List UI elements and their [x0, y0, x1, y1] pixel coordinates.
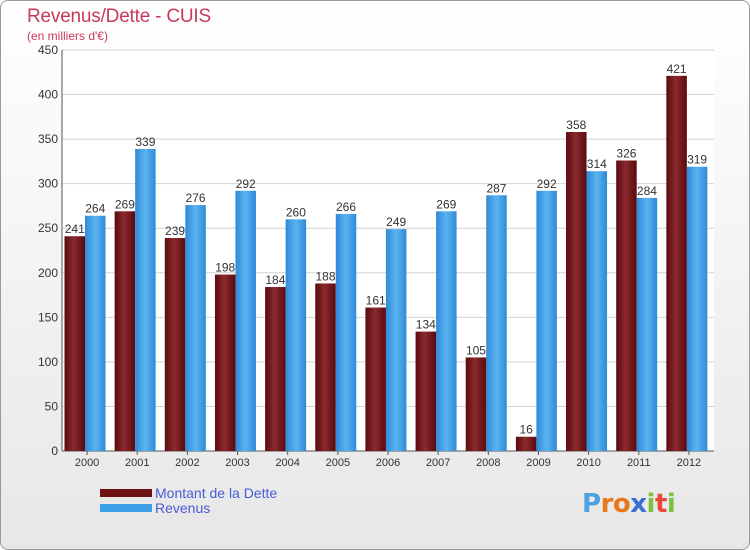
x-tick-label: 2000	[75, 457, 99, 469]
legend-swatch-revenus	[100, 504, 152, 512]
x-tick-label: 2004	[275, 457, 299, 469]
bar-revenus	[686, 166, 708, 452]
bar-dette	[265, 287, 286, 451]
data-label-revenus: 269	[436, 197, 456, 211]
x-tick-label: 2002	[175, 457, 199, 469]
data-label-dette: 184	[265, 273, 285, 287]
bar-dette	[114, 211, 136, 451]
bar-revenus	[586, 171, 608, 452]
bar-dette	[616, 160, 637, 451]
x-tick-label: 2003	[225, 457, 249, 469]
x-tick-label: 2010	[576, 457, 600, 469]
data-label-dette: 198	[215, 261, 235, 275]
data-label-dette: 188	[316, 269, 336, 283]
bar-dette	[64, 236, 85, 451]
chart-title: Revenus/Dette - CUIS	[27, 6, 211, 27]
data-label-revenus: 292	[236, 177, 256, 191]
y-tick-label: 150	[38, 310, 58, 324]
x-tick-label: 2012	[677, 457, 701, 469]
x-tick-label: 2008	[476, 457, 500, 469]
y-tick-label: 250	[38, 221, 58, 235]
data-label-revenus: 314	[587, 157, 607, 171]
data-label-revenus: 276	[186, 191, 206, 205]
data-label-dette: 421	[667, 62, 687, 76]
data-label-revenus: 287	[486, 181, 506, 195]
data-label-dette: 241	[65, 222, 85, 236]
data-label-revenus: 249	[386, 215, 406, 229]
bar-revenus	[135, 148, 156, 451]
bar-revenus	[486, 195, 507, 451]
data-label-revenus: 264	[85, 202, 105, 216]
data-label-dette: 269	[115, 197, 135, 211]
chart-subtitle: (en milliers d'€)	[27, 29, 108, 43]
bar-revenus	[235, 190, 256, 451]
bar-revenus	[185, 205, 206, 451]
data-label-revenus: 260	[286, 205, 306, 219]
data-label-dette: 161	[366, 294, 386, 308]
bar-revenus	[285, 219, 307, 451]
bar-dette	[214, 274, 236, 451]
bar-revenus	[436, 211, 457, 451]
y-tick-label: 350	[38, 132, 58, 146]
bar-dette	[315, 283, 336, 451]
y-tick-label: 50	[45, 399, 59, 413]
bar-dette	[365, 307, 386, 451]
bar-dette	[164, 238, 186, 451]
bar-dette	[465, 357, 487, 451]
bar-dette	[415, 331, 437, 451]
bar-dette	[515, 436, 537, 451]
legend-swatch-dette	[100, 489, 152, 497]
y-tick-label: 100	[38, 355, 58, 369]
y-tick-label: 300	[38, 177, 58, 191]
bar-revenus	[636, 197, 658, 451]
bar-revenus	[85, 215, 106, 451]
data-label-dette: 16	[519, 423, 533, 437]
legend-label-revenus: Revenus	[155, 500, 211, 516]
data-label-revenus: 339	[135, 135, 155, 149]
proxiti-logo: Proxiti	[582, 489, 676, 519]
x-tick-label: 2009	[526, 457, 550, 469]
legend-label-dette: Montant de la Dette	[155, 485, 278, 501]
x-tick-label: 2001	[125, 457, 149, 469]
data-label-revenus: 266	[336, 200, 356, 214]
y-tick-label: 200	[38, 266, 58, 280]
data-label-dette: 105	[466, 343, 486, 357]
bar-revenus	[335, 213, 357, 451]
data-label-dette: 134	[416, 318, 436, 332]
x-tick-label: 2007	[426, 457, 450, 469]
data-label-revenus: 284	[637, 184, 657, 198]
y-tick-label: 400	[38, 88, 58, 102]
x-tick-label: 2006	[376, 457, 400, 469]
data-label-revenus: 292	[537, 177, 557, 191]
y-tick-label: 0	[51, 444, 58, 458]
bar-dette	[666, 75, 687, 451]
data-label-dette: 326	[616, 146, 636, 160]
x-tick-label: 2005	[326, 457, 350, 469]
data-label-revenus: 319	[687, 153, 707, 167]
data-label-dette: 239	[165, 224, 185, 238]
bar-dette	[566, 131, 587, 451]
bar-revenus	[536, 190, 557, 451]
bar-revenus	[385, 229, 407, 451]
x-tick-label: 2011	[627, 457, 651, 469]
data-label-dette: 358	[566, 118, 586, 132]
y-tick-label: 450	[38, 43, 58, 57]
